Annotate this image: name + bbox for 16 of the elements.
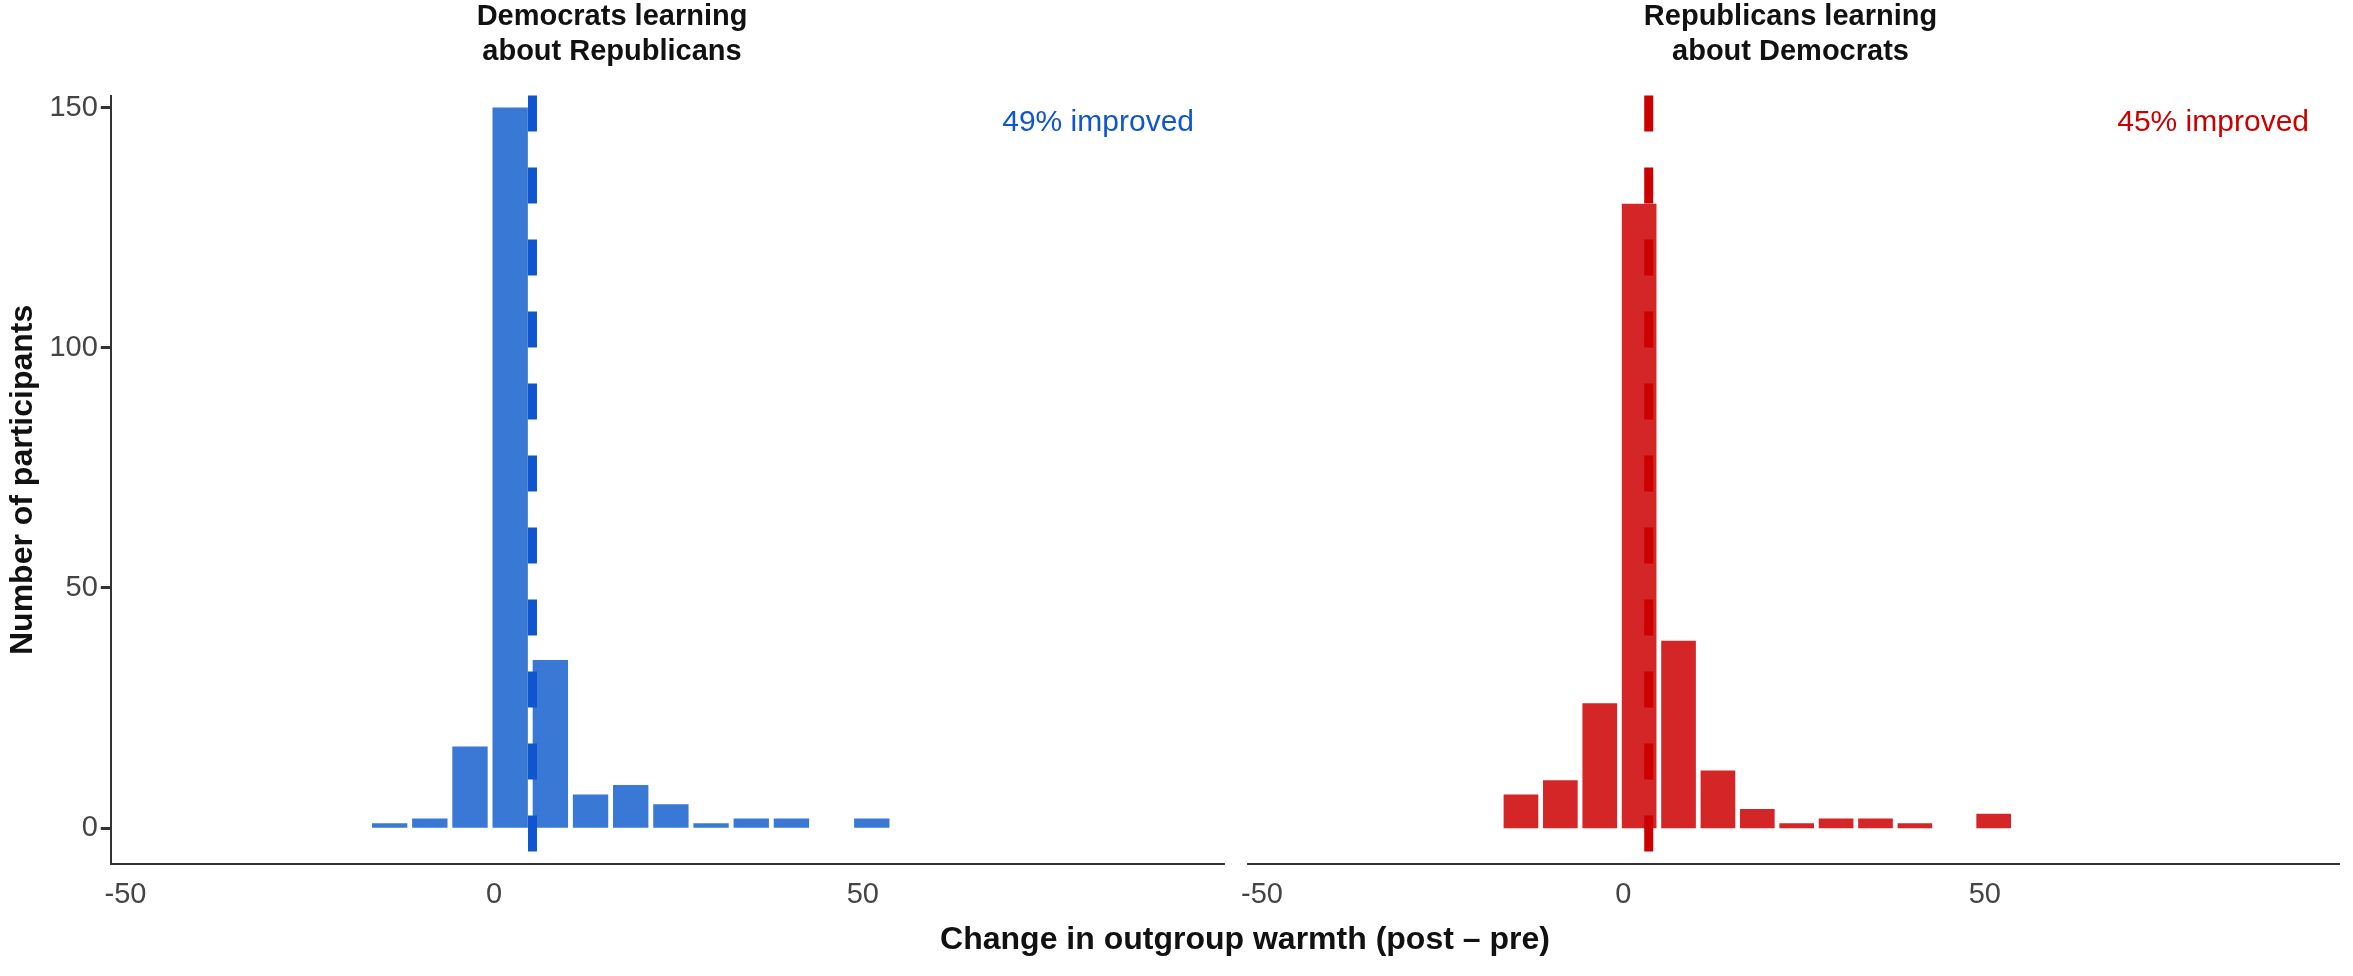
annotation: 45% improved	[2117, 103, 2309, 137]
y-tick-label: 100	[49, 329, 98, 362]
annotation: 49% improved	[1002, 103, 1194, 137]
x-axis-title: Change in outgroup warmth (post – pre)	[939, 920, 1551, 957]
x-tick-label: -50	[104, 876, 147, 909]
chart-title: Democrats learning about Republicans	[476, 0, 748, 67]
x-tick-label: 0	[1615, 876, 1632, 909]
x-tick-label: 0	[486, 876, 503, 909]
chart-title: Republicans learning about Democrats	[1643, 0, 1938, 67]
y-tick-label: 150	[49, 89, 98, 122]
x-tick-label: 50	[1968, 876, 2001, 909]
x-tick-label: -50	[1241, 876, 1283, 909]
y-axis-title: Number of participants	[3, 304, 40, 656]
y-tick-label: 0	[81, 810, 98, 843]
x-tick-label: 50	[846, 876, 879, 909]
y-tick-label: 50	[65, 569, 98, 602]
